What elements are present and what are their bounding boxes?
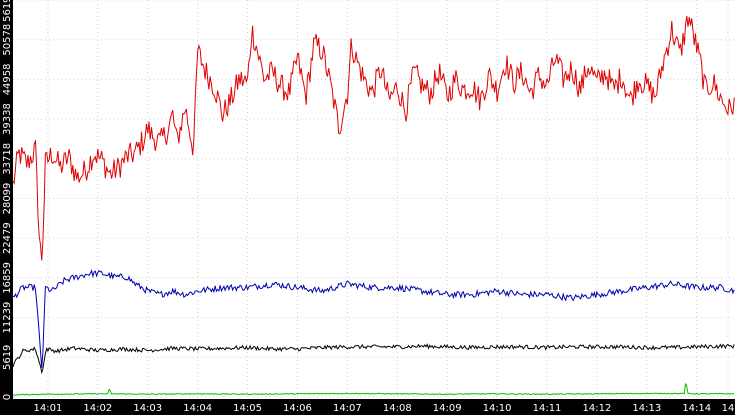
y-tick-label: 5619 xyxy=(2,345,13,370)
x-tick-label: 14:10 xyxy=(483,403,512,414)
x-tick-label: 14:04 xyxy=(183,403,212,414)
series-line-2 xyxy=(12,269,735,368)
y-tick-label: 50578 xyxy=(2,24,13,56)
y-tick-label: 11239 xyxy=(2,302,13,334)
x-tick-label: 14:05 xyxy=(233,403,262,414)
y-tick-label: 56198 xyxy=(2,0,13,22)
x-axis-ticks: 14:01 14:02 14:03 14:04 14:05 14:06 14:07 14:08… xyxy=(34,403,735,414)
x-tick-label: 14:13 xyxy=(632,403,661,414)
x-tick-label: 14:12 xyxy=(583,403,612,414)
x-tick-label: 14:14 xyxy=(682,403,711,414)
gridlines xyxy=(13,0,735,398)
x-tick-label: 14:11 xyxy=(533,403,562,414)
x-tick-label: 14:08 xyxy=(383,403,412,414)
y-tick-label: 22479 xyxy=(2,222,13,254)
y-tick-label: 33718 xyxy=(2,143,13,175)
series-line-4 xyxy=(12,383,735,396)
x-tick-label: 14:01 xyxy=(34,403,63,414)
y-axis-bar xyxy=(0,0,13,400)
y-axis-ticks: 0 5619 11239 16859 22479 28099 33718 39338 44958… xyxy=(2,0,13,400)
y-tick-label: 0 xyxy=(2,394,13,400)
series-line-3 xyxy=(12,343,735,375)
x-tick-label: 14:07 xyxy=(333,403,362,414)
y-tick-label: 39338 xyxy=(2,103,13,135)
series-layer xyxy=(12,15,735,396)
y-tick-label: 16859 xyxy=(2,262,13,294)
x-axis-bar xyxy=(0,399,735,415)
y-tick-label: 28099 xyxy=(2,183,13,215)
y-tick-label: 44958 xyxy=(2,63,13,95)
x-tick-label: 14:06 xyxy=(283,403,312,414)
x-tick-label: 14:03 xyxy=(133,403,162,414)
series-line-1 xyxy=(12,15,735,261)
x-tick-label: 14:02 xyxy=(83,403,112,414)
x-tick-label: 14:09 xyxy=(433,403,462,414)
x-tick-label: 14 xyxy=(722,403,735,414)
